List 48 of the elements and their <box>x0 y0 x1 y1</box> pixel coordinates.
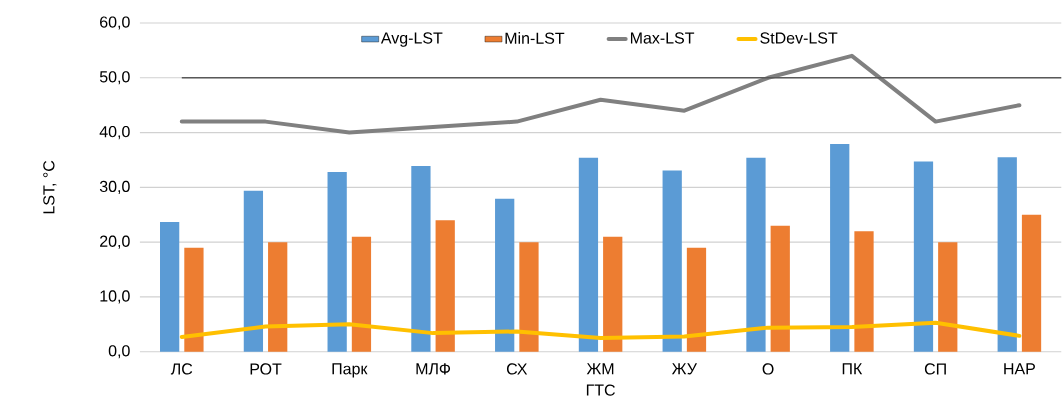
x-tick-label: МЛФ <box>416 363 451 375</box>
bar <box>746 157 766 352</box>
x-tick-label: ЖМ <box>586 363 614 375</box>
bar <box>662 170 682 352</box>
line-series <box>179 54 1022 135</box>
x-axis-title: ГТС <box>586 384 615 396</box>
bar <box>411 166 431 352</box>
bar <box>686 247 707 352</box>
y-tick-label: 60,0 <box>100 16 130 30</box>
bar <box>495 199 515 352</box>
y-tick-label: 20,0 <box>100 235 130 249</box>
bar <box>770 225 790 352</box>
bar <box>913 161 934 352</box>
legend-label: StDev-LST <box>760 32 838 44</box>
x-tick-label: НАР <box>1004 363 1035 375</box>
y-tick-label: 0,0 <box>108 345 130 359</box>
bar <box>997 157 1017 352</box>
x-tick-label: ЖУ <box>671 363 698 375</box>
bar <box>519 242 539 352</box>
bar <box>830 144 850 352</box>
bar <box>603 236 623 352</box>
bar <box>578 157 599 352</box>
bar <box>268 242 288 352</box>
x-tick-label: РОТ <box>250 363 282 375</box>
legend-label: Avg-LST <box>380 32 443 47</box>
legend-label: Max-LST <box>630 32 695 44</box>
x-tick-label: ПК <box>842 363 863 375</box>
bar <box>184 247 204 352</box>
y-tick-label: 40,0 <box>99 126 130 140</box>
bar <box>938 242 958 352</box>
legend-label: Min-LST <box>505 32 565 44</box>
bar <box>327 172 347 352</box>
x-tick-label: ЛС <box>170 363 193 375</box>
y-tick-label: 50,0 <box>99 71 130 85</box>
bar <box>351 236 372 352</box>
x-tick-label: СХ <box>506 363 528 375</box>
bar <box>435 220 455 352</box>
bar <box>1021 214 1042 352</box>
y-tick-label: 10,0 <box>100 290 130 304</box>
bar <box>243 190 264 352</box>
bar <box>854 231 874 352</box>
bar <box>160 222 180 352</box>
x-tick-label: СП <box>924 363 946 375</box>
line-series <box>179 320 1022 341</box>
y-tick-label: 30,0 <box>99 180 130 195</box>
x-tick-label: Парк <box>332 363 368 378</box>
y-axis-title: LST, °C <box>43 160 57 214</box>
x-tick-label: О <box>762 363 774 375</box>
